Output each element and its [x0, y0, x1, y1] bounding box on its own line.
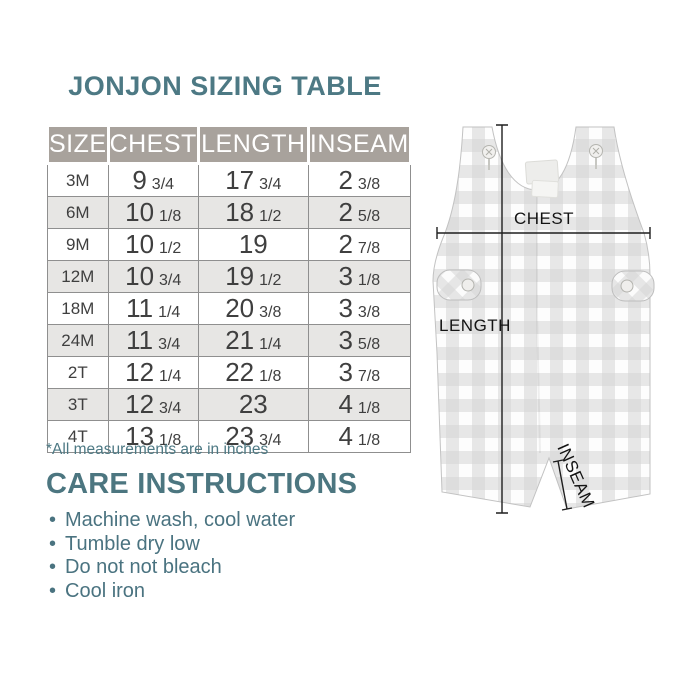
table-header-row: SIZE CHEST LENGTH INSEAM — [46, 124, 412, 165]
cell-inseam: 2 5/8 — [307, 196, 411, 229]
table-row: 2T 12 1/4 22 1/8 3 7/8 — [47, 356, 411, 389]
length-measure-line — [496, 124, 508, 514]
col-header-size: SIZE — [46, 124, 110, 165]
front-seam — [536, 191, 541, 454]
cell-size: 24M — [47, 324, 109, 357]
table-row: 9M 10 1/2 19 2 7/8 — [47, 228, 411, 261]
col-header-length: LENGTH — [196, 124, 310, 165]
cell-chest: 13 1/8 — [107, 420, 199, 453]
table-row: 3M 9 3/4 17 3/4 2 3/8 — [47, 163, 411, 197]
cell-length: 18 1/2 — [197, 196, 309, 229]
cell-chest: 10 1/8 — [107, 196, 199, 229]
cell-size: 18M — [47, 292, 109, 325]
cell-size: 9M — [47, 228, 109, 261]
cell-length: 20 3/8 — [197, 292, 309, 325]
cell-length: 19 1/2 — [197, 260, 309, 293]
cell-length: 23 3/4 — [197, 420, 309, 453]
care-instructions-heading: CARE INSTRUCTIONS — [46, 468, 358, 500]
cell-chest: 9 3/4 — [107, 163, 199, 197]
cell-inseam: 4 1/8 — [307, 420, 411, 453]
cell-length: 21 1/4 — [197, 324, 309, 357]
chest-label: CHEST — [514, 209, 574, 228]
cell-size: 6M — [47, 196, 109, 229]
page-title: JONJON SIZING TABLE — [68, 71, 382, 101]
cell-chest: 10 1/2 — [107, 228, 199, 261]
cell-size: 12M — [47, 260, 109, 293]
cell-size: 2T — [47, 356, 109, 389]
shoulder-button-right — [589, 144, 603, 169]
measurements-note: *All measurements are in inches — [46, 441, 269, 458]
table-row: 3T 12 3/4 23 4 1/8 — [47, 388, 411, 421]
cell-length: 22 1/8 — [197, 356, 309, 389]
cell-inseam: 4 1/8 — [307, 388, 411, 421]
col-header-inseam: INSEAM — [306, 124, 412, 165]
cell-length: 17 3/4 — [197, 163, 309, 197]
cell-inseam: 3 3/8 — [307, 292, 411, 325]
side-tab-left — [436, 269, 482, 301]
cell-length: 19 — [197, 228, 309, 261]
cell-size: 3M — [47, 163, 109, 197]
cell-chest: 11 3/4 — [107, 324, 199, 357]
list-item: Do not not bleach — [49, 556, 295, 580]
cell-inseam: 2 3/8 — [307, 163, 411, 197]
neck-tag — [524, 159, 560, 199]
cell-chest: 12 3/4 — [107, 388, 199, 421]
table-row: 4T 13 1/8 23 3/4 4 1/8 — [47, 420, 411, 453]
table-row: 12M 10 3/4 19 1/2 3 1/8 — [47, 260, 411, 293]
cell-inseam: 3 1/8 — [307, 260, 411, 293]
chest-measure-line — [436, 227, 651, 239]
cell-size: 4T — [47, 420, 109, 453]
cell-inseam: 3 7/8 — [307, 356, 411, 389]
cell-inseam: 3 5/8 — [307, 324, 411, 357]
list-item: Tumble dry low — [49, 533, 295, 557]
shoulder-button-left — [482, 145, 496, 170]
cell-chest: 10 3/4 — [107, 260, 199, 293]
inseam-measure-line — [552, 459, 573, 511]
list-item: Cool iron — [49, 580, 295, 604]
table-row: 6M 10 1/8 18 1/2 2 5/8 — [47, 196, 411, 229]
col-header-chest: CHEST — [106, 124, 200, 165]
sizing-table: SIZE CHEST LENGTH INSEAM 3M 9 3/4 17 3/4 2… — [46, 124, 412, 453]
table-row: 24M 11 3/4 21 1/4 3 5/8 — [47, 324, 411, 357]
cell-length: 23 — [197, 388, 309, 421]
cell-inseam: 2 7/8 — [307, 228, 411, 261]
cell-chest: 11 1/4 — [107, 292, 199, 325]
care-instructions-list: Machine wash, cool water Tumble dry low … — [49, 509, 295, 603]
cell-size: 3T — [47, 388, 109, 421]
table-row: 18M 11 1/4 20 3/8 3 3/8 — [47, 292, 411, 325]
length-label: LENGTH — [439, 316, 511, 335]
list-item: Machine wash, cool water — [49, 509, 295, 533]
garment-measurement-diagram: CHEST LENGTH INSEAM — [432, 124, 655, 514]
side-tab-right — [611, 270, 655, 302]
cell-chest: 12 1/4 — [107, 356, 199, 389]
